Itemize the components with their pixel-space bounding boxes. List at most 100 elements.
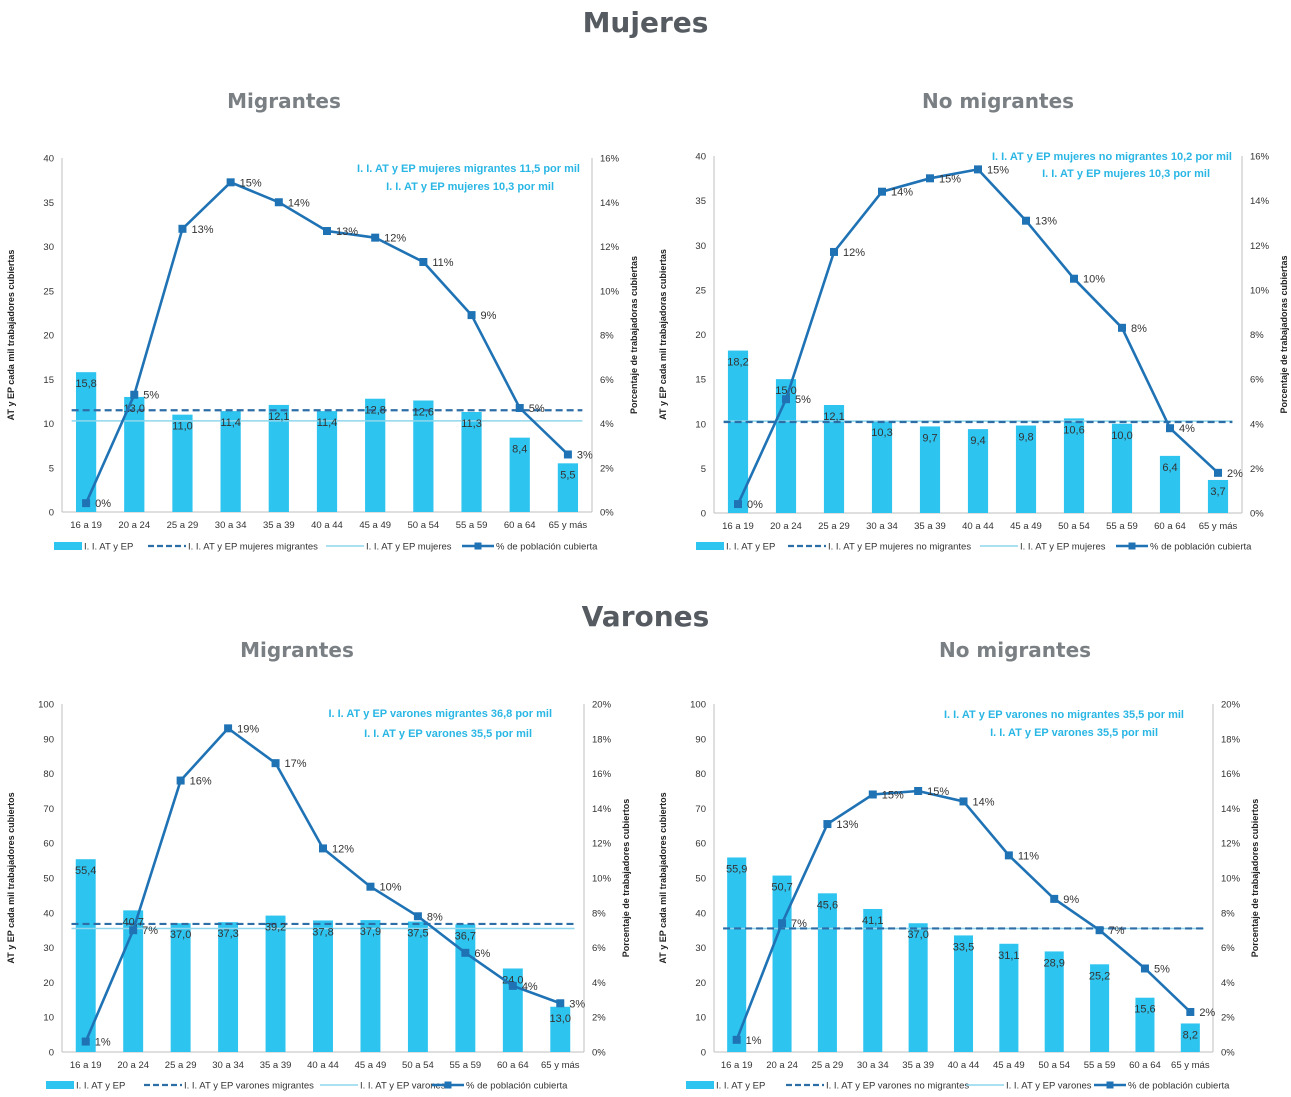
bar	[772, 875, 792, 1052]
x-tick-label: 20 a 24	[770, 521, 802, 532]
pct-marker	[130, 390, 139, 399]
x-tick-label: 65 y más	[541, 1060, 580, 1071]
x-tick-label: 20 a 24	[117, 1060, 149, 1071]
bar	[455, 924, 476, 1052]
pct-marker	[419, 257, 428, 266]
bar-value-label: 8,2	[1183, 1029, 1198, 1041]
bar	[75, 372, 97, 512]
bar	[908, 923, 928, 1052]
bar	[967, 429, 989, 513]
y2-tick-label: 8%	[600, 331, 614, 342]
y-tick-label: 90	[695, 734, 706, 745]
chart-mujeres-no-migrantes: 0 5 10 15 20 25 30 35 40 0% 2% 4% 6% 8% 10% 12% 14% 16% AT…	[648, 140, 1291, 569]
bar-value-label: 11,4	[220, 417, 241, 429]
x-tick-label: 25 a 29	[812, 1060, 844, 1071]
y-tick-label: 5	[49, 463, 54, 474]
y-tick-label: 0	[49, 1048, 54, 1059]
x-tick-label: 50 a 54	[402, 1060, 434, 1071]
x-tick-label: 40 a 44	[307, 1060, 339, 1071]
y2-tick-label: 14%	[1221, 804, 1241, 815]
pct-marker	[508, 981, 517, 990]
pct-value-label: 8%	[427, 911, 443, 923]
pct-marker	[556, 999, 565, 1008]
pct-value-label: 10%	[1083, 274, 1105, 286]
y2-tick-label: 8%	[1221, 908, 1235, 919]
bar-value-label: 55,4	[75, 865, 96, 877]
y2-tick-label: 2%	[592, 1013, 606, 1024]
x-tick-label: 60 a 64	[497, 1060, 529, 1071]
bar	[1044, 951, 1064, 1052]
pct-marker	[323, 227, 331, 236]
pct-marker	[1050, 894, 1059, 903]
pct-value-label: 9%	[481, 310, 497, 322]
pct-value-label: 12%	[384, 233, 406, 245]
y2-tick-label: 18%	[1221, 734, 1241, 745]
y2-tick-label: 12%	[600, 242, 620, 253]
chart-svg: 0 5 10 15 20 25 30 35 40 0% 2% 4% 6% 8% 10% 12% 14% 16% AT…	[658, 151, 1289, 553]
x-tick-label: 16 a 19	[70, 520, 102, 531]
pct-value-label: 5%	[143, 390, 159, 402]
y2-tick-label: 4%	[592, 978, 606, 989]
chart-title-mujeres-migrantes: Migrantes	[227, 89, 341, 113]
pct-value-label: 7%	[791, 918, 807, 930]
x-tick-label: 50 a 54	[1038, 1060, 1070, 1071]
bar-value-label: 12,8	[364, 405, 385, 417]
bar-value-label: 5,5	[560, 469, 575, 481]
y2-tick-label: 14%	[1250, 196, 1270, 207]
y2-tick-label: 18%	[592, 734, 612, 745]
y2-tick-label: 8%	[1250, 330, 1264, 341]
y-tick-label: 10	[43, 419, 54, 430]
pct-marker	[178, 224, 187, 233]
pct-marker	[734, 500, 742, 509]
bar	[407, 921, 428, 1052]
y-tick-label: 0	[49, 508, 54, 519]
bar-value-label: 33,5	[953, 941, 974, 953]
pct-value-label: 15%	[882, 789, 904, 801]
x-tick-label: 55 a 59	[1106, 521, 1138, 532]
y-tick-label: 40	[695, 152, 706, 163]
y-tick-label: 20	[695, 978, 706, 989]
x-tick-label: 25 a 29	[818, 521, 850, 532]
pct-value-label: 2%	[1227, 468, 1243, 480]
pct-value-label: 12%	[843, 247, 865, 259]
bar-value-label: 12,1	[268, 411, 289, 423]
pct-marker	[82, 499, 91, 508]
legend-label: I. I. AT y EP mujeres	[1020, 542, 1106, 553]
y2-tick-label: 2%	[600, 463, 614, 474]
y-tick-label: 60	[43, 839, 54, 850]
bar-value-label: 25,2	[1089, 970, 1110, 982]
pct-marker	[413, 912, 422, 921]
y-tick-label: 30	[43, 943, 54, 954]
bar	[871, 421, 893, 513]
pct-value-label: 13%	[836, 819, 858, 831]
bar	[727, 350, 749, 513]
bar-value-label: 10,6	[1063, 424, 1084, 436]
pct-marker	[868, 790, 877, 799]
pct-value-label: 5%	[1154, 963, 1170, 975]
y-tick-label: 40	[43, 908, 54, 919]
y2-tick-label: 2%	[1221, 1013, 1235, 1024]
y2-tick-label: 14%	[600, 198, 620, 209]
x-tick-label: 45 a 49	[1010, 521, 1042, 532]
pct-marker	[515, 404, 524, 413]
y2-tick-label: 16%	[1221, 769, 1241, 780]
pct-marker	[1214, 468, 1222, 477]
bar	[557, 463, 579, 512]
pct-value-label: 16%	[190, 776, 212, 788]
pct-value-label: 13%	[191, 224, 213, 236]
pct-value-label: 15%	[240, 177, 262, 189]
x-tick-label: 50 a 54	[1058, 521, 1090, 532]
annotation-text: I. I. AT y EP mujeres 10,3 por mil	[386, 181, 554, 193]
pct-value-label: 7%	[1109, 925, 1125, 937]
bar	[413, 400, 434, 512]
chart-varones-migrantes: 0 10 20 30 40 50 60 70 80 90 100 0% 2% 4% 6% 8% 10% 12% 14…	[0, 690, 640, 1097]
chart-svg: 0 10 20 30 40 50 60 70 80 90 100 0% 2% 4% 6% 8% 10% 12% 14…	[6, 700, 631, 1092]
bar	[727, 857, 747, 1052]
bar-value-label: 12,1	[823, 411, 844, 423]
legend-swatch-pct-marker	[1106, 1081, 1114, 1089]
y-tick-label: 30	[695, 241, 706, 252]
pct-marker	[271, 759, 280, 768]
pct-marker	[732, 1035, 741, 1044]
x-tick-label: 30 a 34	[215, 520, 247, 531]
chart-varones-no-migrantes: 0 10 20 30 40 50 60 70 80 90 100 0% 2% 4% 6% 8% 10% 12% 14…	[648, 690, 1291, 1097]
